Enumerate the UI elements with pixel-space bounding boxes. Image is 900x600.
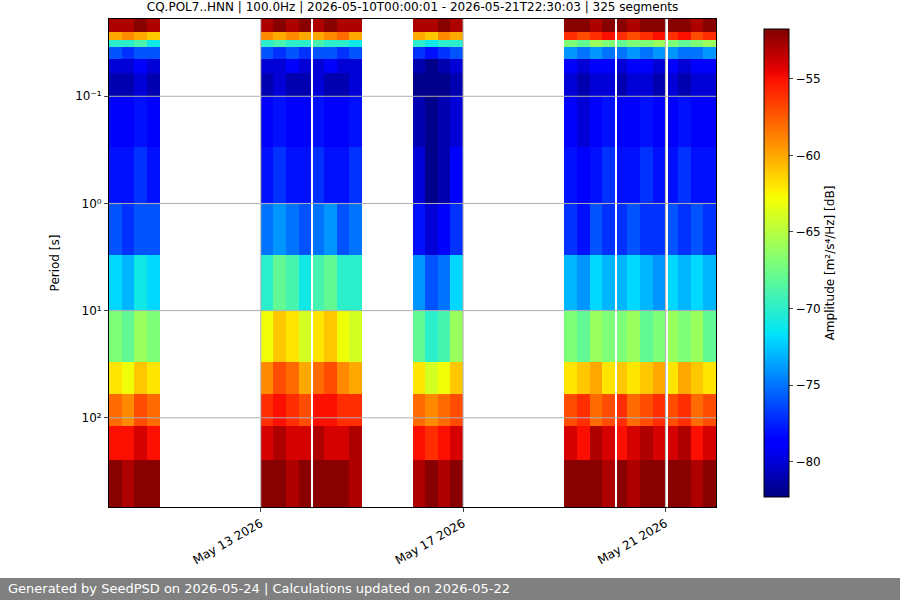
svg-text:Amplitude [m²/s⁴/Hz] [dB]: Amplitude [m²/s⁴/Hz] [dB] xyxy=(823,186,837,341)
svg-text:−55: −55 xyxy=(795,72,820,86)
svg-text:10¹: 10¹ xyxy=(82,304,102,318)
svg-text:−75: −75 xyxy=(795,378,820,392)
svg-text:May 13 2026: May 13 2026 xyxy=(190,516,265,567)
svg-text:10⁰: 10⁰ xyxy=(82,197,102,211)
svg-text:−65: −65 xyxy=(795,225,820,239)
svg-text:CQ.POL7..HNN | 100.0Hz | 2026-: CQ.POL7..HNN | 100.0Hz | 2026-05-10T00:0… xyxy=(147,0,678,14)
svg-text:−70: −70 xyxy=(795,302,820,316)
html-text:Generated by SeedPSD on 2026-0: Generated by SeedPSD on 2026-05-24 | Cal… xyxy=(8,581,510,596)
svg-text:−80: −80 xyxy=(795,455,820,469)
svg-text:10²: 10² xyxy=(82,411,102,425)
svg-text:−60: −60 xyxy=(795,149,820,163)
svg-text:10⁻¹: 10⁻¹ xyxy=(75,89,102,103)
svg-text:May 17 2026: May 17 2026 xyxy=(393,516,468,567)
svg-text:May 21 2026: May 21 2026 xyxy=(595,516,670,567)
svg-text:Period [s]: Period [s] xyxy=(48,235,62,292)
